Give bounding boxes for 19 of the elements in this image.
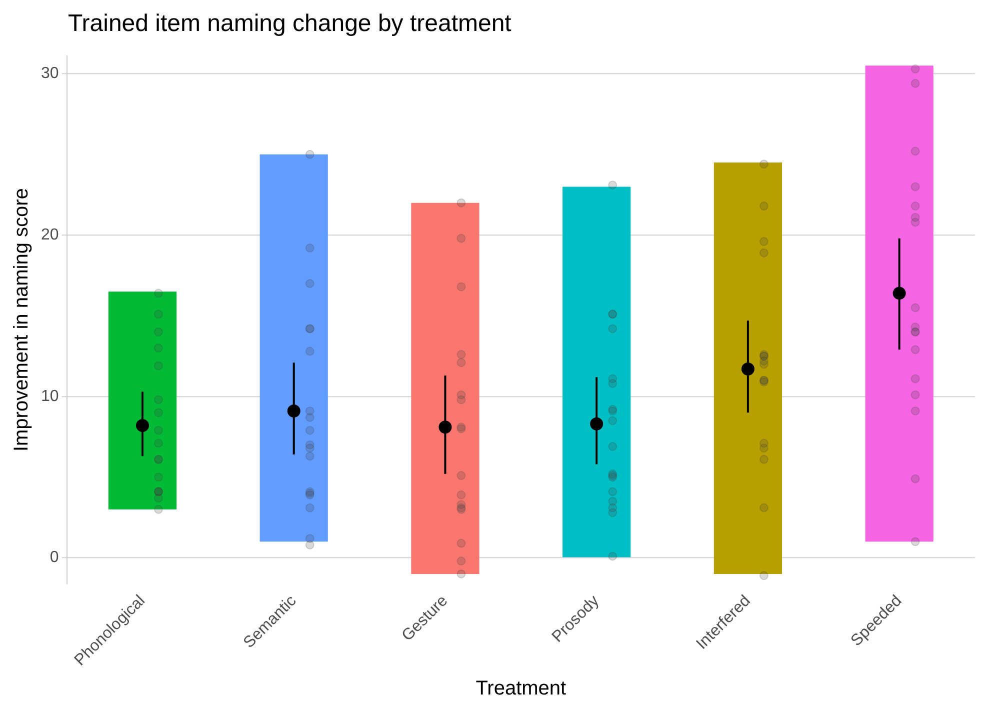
bar — [865, 66, 934, 542]
y-tick-label: 30 — [41, 65, 59, 82]
point — [136, 419, 149, 432]
point — [892, 286, 906, 300]
bar — [562, 186, 631, 558]
bar — [411, 202, 480, 574]
y-tick-label: 0 — [50, 549, 59, 566]
x-axis-title: Treatment — [476, 678, 567, 700]
chart-title: Trained item naming change by treatment — [68, 10, 512, 38]
y-axis-title: Improvement in naming score — [10, 188, 33, 452]
bar — [260, 154, 328, 542]
point — [438, 420, 452, 434]
point — [287, 404, 300, 418]
point — [741, 362, 754, 376]
bar — [108, 292, 177, 510]
y-tick-label: 10 — [41, 388, 59, 405]
point — [590, 417, 604, 430]
bar — [714, 162, 782, 574]
y-tick-label: 20 — [41, 226, 59, 244]
